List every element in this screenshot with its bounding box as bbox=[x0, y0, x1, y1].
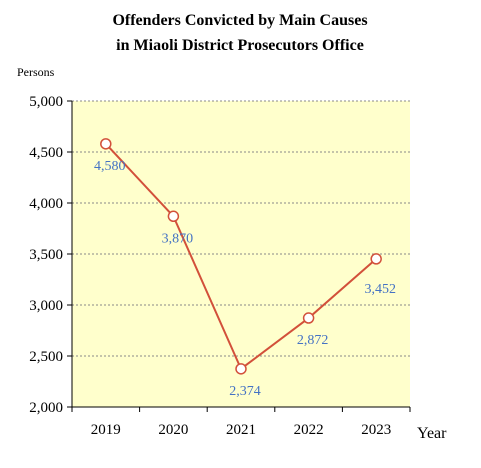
y-axis-unit-label: Persons bbox=[17, 65, 55, 79]
chart-title-line-1: Offenders Convicted by Main Causes bbox=[112, 12, 367, 29]
y-tick-label: 3,000 bbox=[29, 298, 63, 314]
y-tick-label: 5,000 bbox=[29, 94, 63, 110]
x-axis-title: Year bbox=[417, 425, 447, 442]
x-tick-label: 2021 bbox=[226, 422, 256, 438]
data-labels: 4,580 3,870 2,374 2,872 3,452 bbox=[94, 159, 396, 399]
y-tick-label: 2,500 bbox=[29, 349, 63, 365]
chart-title-line-2: in Miaoli District Prosecutors Office bbox=[116, 37, 364, 54]
data-label-2022: 2,872 bbox=[297, 333, 329, 348]
data-label-2021: 2,374 bbox=[229, 384, 261, 399]
x-tick-label: 2022 bbox=[294, 422, 324, 438]
data-label-2019: 4,580 bbox=[94, 159, 126, 174]
x-tick-label: 2023 bbox=[361, 422, 391, 438]
y-tick-label: 4,500 bbox=[29, 145, 63, 161]
x-tick-label: 2019 bbox=[91, 422, 121, 438]
x-tick-label: 2020 bbox=[158, 422, 188, 438]
data-point-2023 bbox=[370, 253, 382, 265]
x-axis-ticks: 2019 2020 2021 2022 2023 bbox=[71, 407, 411, 438]
data-label-2020: 3,870 bbox=[162, 231, 194, 246]
data-point-2020 bbox=[167, 210, 180, 223]
y-tick-label: 4,000 bbox=[29, 196, 63, 212]
y-axis-ticks: 2,000 2,500 3,000 3,500 4,000 4,500 5,000 bbox=[29, 94, 72, 416]
y-tick-label: 2,000 bbox=[29, 400, 63, 416]
gridlines bbox=[72, 100, 410, 357]
data-label-2023: 3,452 bbox=[364, 282, 396, 297]
data-point-2019 bbox=[100, 138, 112, 150]
data-point-2022 bbox=[302, 312, 315, 324]
data-point-2021 bbox=[235, 363, 247, 375]
y-tick-label: 3,500 bbox=[29, 247, 63, 263]
data-markers bbox=[100, 138, 382, 375]
